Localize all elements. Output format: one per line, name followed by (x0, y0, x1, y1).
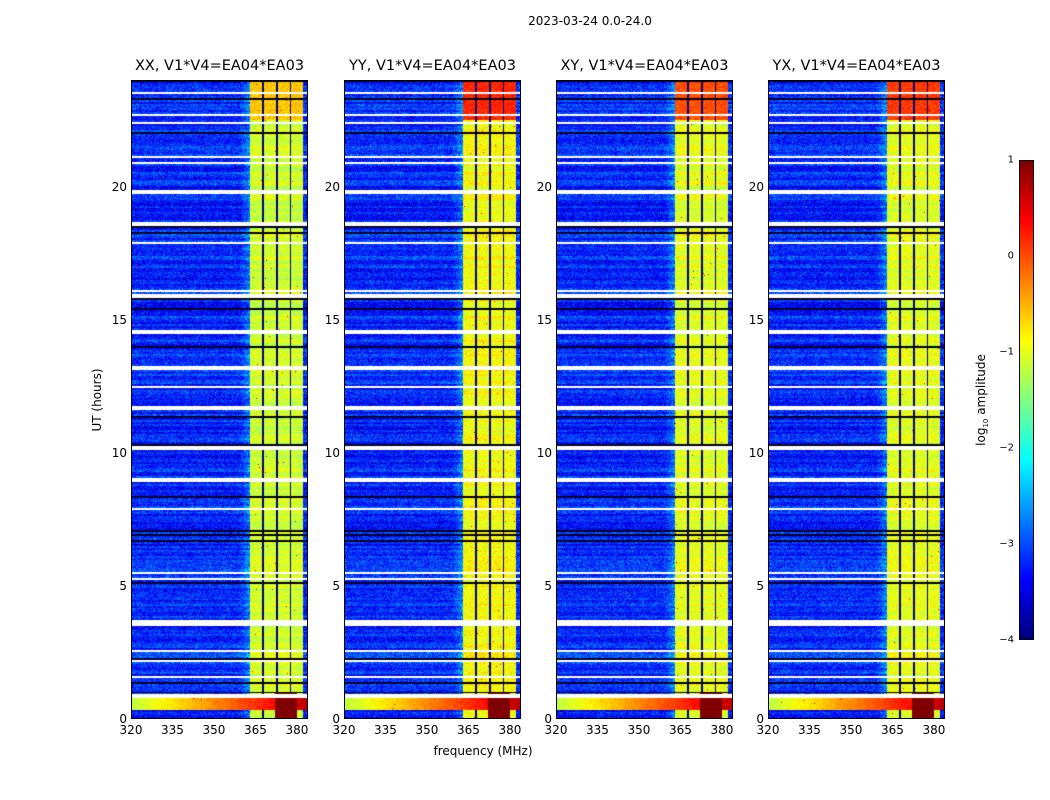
y-tick-label: 0 (119, 712, 127, 726)
x-tick-label: 365 (669, 723, 692, 737)
colorbar (1019, 160, 1034, 640)
spectrogram-panel: YY, V1*V4=EA04*EA03 320 335 350 365 380 0 5 10 15… (325, 58, 522, 737)
heatmap (131, 80, 308, 719)
x-tick-label: 350 (202, 723, 226, 737)
y-tick-label: 0 (756, 712, 764, 726)
x-tick-label: 335 (798, 723, 821, 737)
y-tick-label: 5 (756, 578, 764, 593)
panel-title: YX, V1*V4=EA04*EA03 (772, 58, 941, 74)
heatmap (556, 80, 733, 719)
panel-title: XX, V1*V4=EA04*EA03 (134, 58, 305, 74)
y-tick-label: 20 (536, 179, 552, 194)
x-tick-label: 380 (285, 723, 309, 737)
y-tick-label: 20 (111, 179, 127, 194)
figure-title: 2023-03-24 0.0-24.0 (528, 14, 652, 28)
colorbar-label: log10 amplitude (973, 354, 991, 446)
x-axis-label: frequency (MHz) (433, 744, 533, 758)
heatmap (768, 80, 945, 719)
spectrogram-panel: XX, V1*V4=EA04*EA03 320 335 350 365 380 0 5 10 15… (112, 58, 309, 737)
y-tick-label: 10 (536, 445, 552, 460)
x-tick-label: 350 (839, 723, 863, 737)
y-tick-label: 0 (332, 712, 340, 726)
colorbar-tick-label: −4 (999, 634, 1014, 646)
x-tick-label: 380 (710, 723, 734, 737)
y-tick-label: 5 (544, 578, 552, 593)
spectrogram-panel: XY, V1*V4=EA04*EA03 320 335 350 365 380 0 5 10 15… (537, 58, 734, 737)
y-axis-label: UT (hours) (90, 368, 104, 432)
colorbar-tick-label: 0 (1007, 250, 1014, 262)
x-tick-label: 320 (544, 723, 568, 737)
y-tick-label: 10 (748, 445, 764, 460)
x-tick-label: 380 (922, 723, 946, 737)
heatmap (344, 80, 521, 719)
x-tick-label: 380 (498, 723, 522, 737)
x-tick-label: 365 (457, 723, 480, 737)
y-tick-label: 10 (324, 445, 340, 460)
colorbar-tick-label: −3 (999, 538, 1014, 550)
x-tick-label: 320 (756, 723, 780, 737)
colorbar-tick-label: −2 (999, 442, 1014, 454)
colorbar-tick-label: −1 (999, 346, 1014, 358)
y-tick-label: 20 (748, 179, 764, 194)
y-tick-label: 15 (324, 312, 340, 327)
panel-title: XY, V1*V4=EA04*EA03 (560, 58, 729, 74)
y-tick-label: 5 (332, 578, 340, 593)
spectrogram-panel: YX, V1*V4=EA04*EA03 320 335 350 365 380 0 5 10 15… (749, 58, 946, 737)
x-tick-label: 320 (332, 723, 356, 737)
x-tick-label: 365 (244, 723, 267, 737)
y-tick-label: 0 (544, 712, 552, 726)
x-tick-label: 320 (119, 723, 143, 737)
y-tick-label: 15 (748, 312, 764, 327)
x-tick-label: 335 (586, 723, 609, 737)
x-tick-label: 335 (161, 723, 184, 737)
x-tick-label: 350 (627, 723, 651, 737)
y-tick-label: 15 (536, 312, 552, 327)
x-tick-label: 335 (374, 723, 397, 737)
y-tick-label: 15 (111, 312, 127, 327)
y-tick-label: 5 (119, 578, 127, 593)
x-tick-label: 350 (415, 723, 439, 737)
colorbar-tick-label: 1 (1007, 154, 1014, 166)
panel-title: YY, V1*V4=EA04*EA03 (349, 58, 516, 74)
y-tick-label: 10 (111, 445, 127, 460)
x-tick-label: 365 (881, 723, 904, 737)
y-tick-label: 20 (324, 179, 340, 194)
